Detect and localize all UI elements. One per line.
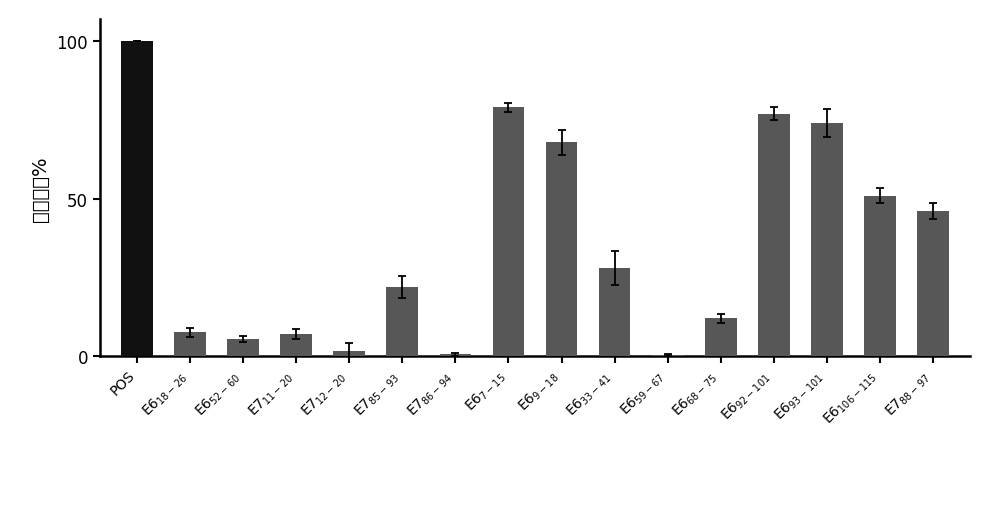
Y-axis label: 阳性信号%: 阳性信号% bbox=[31, 156, 50, 221]
Bar bbox=[280, 334, 312, 356]
Bar bbox=[864, 196, 896, 356]
Bar bbox=[546, 143, 577, 356]
Bar bbox=[493, 108, 524, 356]
Bar bbox=[440, 355, 471, 356]
Bar bbox=[227, 339, 259, 356]
Bar bbox=[174, 333, 206, 356]
Bar bbox=[811, 124, 843, 356]
Bar bbox=[705, 319, 737, 356]
Bar bbox=[386, 287, 418, 356]
Bar bbox=[758, 115, 790, 356]
Bar bbox=[333, 352, 365, 356]
Bar bbox=[599, 268, 630, 356]
Bar bbox=[917, 212, 949, 356]
Bar bbox=[121, 42, 153, 356]
Bar bbox=[652, 355, 684, 356]
